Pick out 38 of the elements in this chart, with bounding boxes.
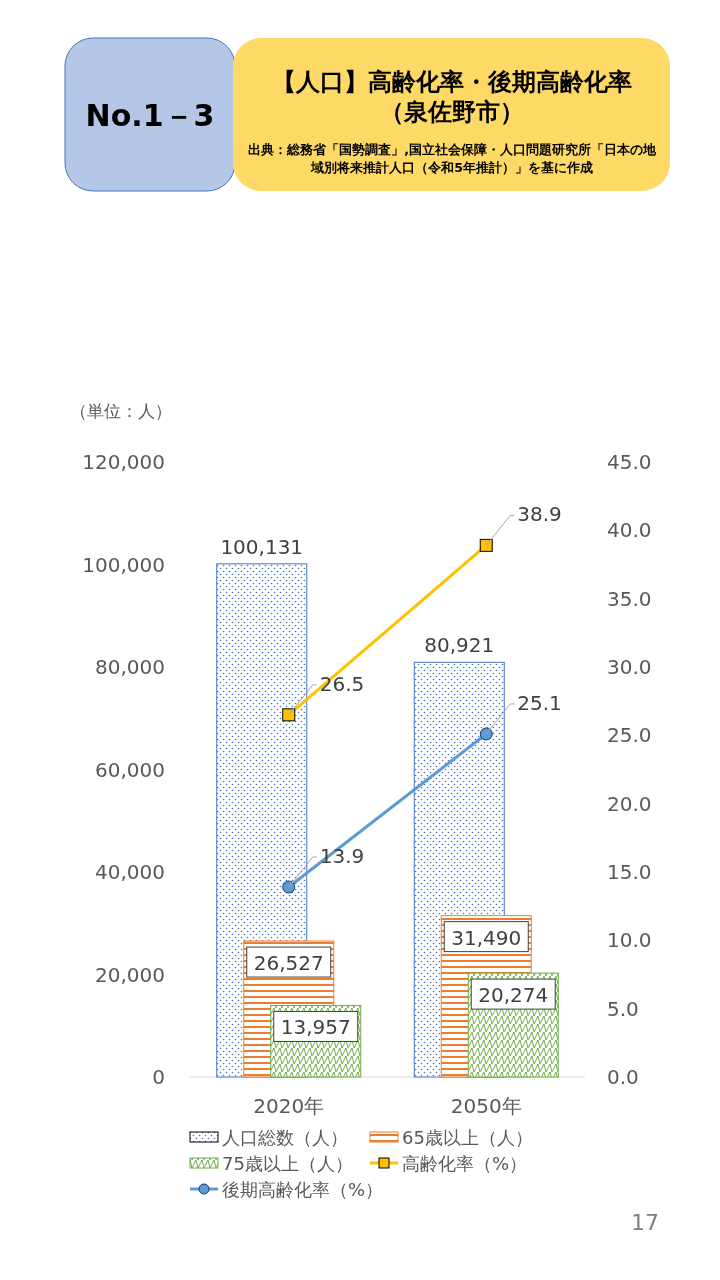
point (479, 727, 493, 741)
y2tick: 20.0 (607, 791, 652, 816)
point (479, 538, 493, 552)
data-label: 20,274 (478, 983, 549, 1008)
data-label: 38.9 (517, 502, 562, 527)
title: 【人口】高齢化率・後期高齢化率 (272, 68, 632, 96)
ytick: 0 (152, 1065, 165, 1089)
y2tick: 5.0 (607, 996, 639, 1021)
annotation: 出典：総務省「国勢調査」,国立社会保障・人口問題研究所「日本の地 (248, 142, 656, 157)
y2tick: 10.0 (607, 928, 652, 953)
data-label: 31,490 (451, 925, 522, 950)
xtick: 2050年 (450, 1094, 522, 1118)
ylabel: （単位：人） (70, 401, 172, 421)
annotation: 域別将来推計人口（令和5年推計）」を基に作成 (311, 160, 593, 175)
annotation: No.1－3 (85, 98, 215, 133)
data-label: 80,921 (424, 633, 495, 658)
data-label: 13,957 (280, 1015, 351, 1040)
data-label: 100,131 (220, 534, 304, 559)
data-label: 26,527 (253, 951, 324, 976)
ytick: 60,000 (95, 757, 165, 782)
ytick: 100,000 (82, 552, 165, 577)
y2tick: 35.0 (607, 586, 652, 611)
y2tick: 0.0 (607, 1065, 639, 1089)
data-label: 25.1 (517, 690, 562, 715)
ytick: 120,000 (82, 450, 165, 474)
ytick: 20,000 (95, 962, 165, 987)
y2tick: 30.0 (607, 655, 652, 679)
y2tick: 40.0 (607, 518, 652, 543)
subtitle: （泉佐野市） (380, 98, 524, 126)
xtick: 2020年 (253, 1094, 325, 1118)
point (282, 880, 296, 894)
ytick: 40,000 (95, 860, 165, 884)
annotation: 17 (631, 1210, 659, 1235)
y2tick: 15.0 (607, 860, 652, 884)
ytick: 80,000 (95, 655, 165, 679)
y2tick: 45.0 (607, 450, 652, 474)
point (282, 708, 296, 722)
y2tick: 25.0 (607, 723, 652, 748)
